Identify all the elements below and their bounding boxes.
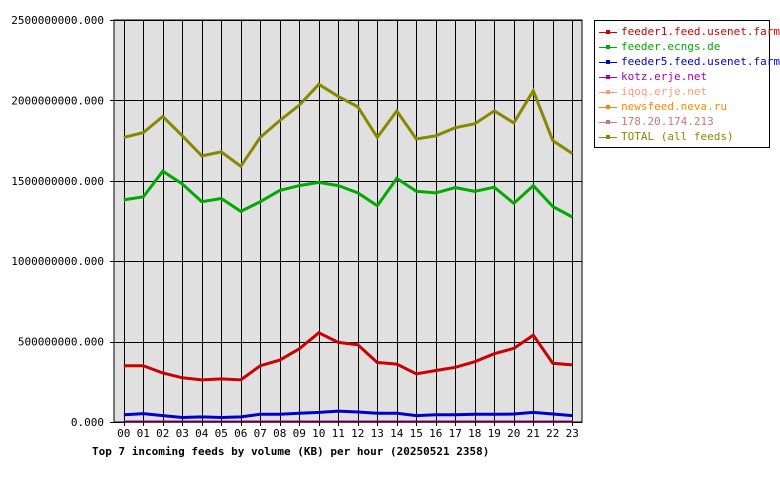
x-tick-label: 06	[234, 427, 247, 440]
legend-label: iqoq.erje.net	[621, 85, 708, 98]
x-tick-label: 01	[137, 427, 150, 440]
legend-marker	[606, 45, 610, 49]
x-tick-label: 22	[546, 427, 559, 440]
legend-marker	[606, 135, 610, 139]
series-line-feeder-ecngs-de	[123, 169, 574, 219]
legend-item: feeder1.feed.usenet.farm	[595, 25, 780, 41]
y-tick-label: 0.000	[71, 416, 104, 429]
x-tick-label: 08	[273, 427, 286, 440]
legend-marker	[606, 75, 610, 79]
legend-label: 178.20.174.213	[621, 115, 714, 128]
x-tick-label: 05	[215, 427, 228, 440]
x-tick-label: 10	[312, 427, 325, 440]
x-tick-label: 16	[429, 427, 442, 440]
legend-label: feeder1.feed.usenet.farm	[621, 25, 780, 38]
x-tick-label: 23	[566, 427, 579, 440]
x-axis-ticks: 00 01 02 03 04 05 06 07 08 09 10 11 12 13 14 15 16 17 18 19…	[117, 422, 579, 440]
y-tick-label: 500000000.000	[18, 336, 104, 349]
legend-item: iqoq.erje.net	[595, 85, 771, 101]
legend-marker	[606, 105, 610, 109]
x-tick-label: 00	[117, 427, 130, 440]
x-tick-label: 07	[254, 427, 267, 440]
y-tick-label: 1500000000.000	[11, 175, 104, 188]
x-tick-label: 19	[488, 427, 501, 440]
x-tick-label: 02	[156, 427, 169, 440]
y-axis-ticks: 0.000 500000000.000 1000000000.000 15000000…	[11, 14, 114, 429]
legend-item: TOTAL (all feeds)	[595, 130, 771, 146]
y-tick-label: 2000000000.000	[11, 94, 104, 107]
legend-label: kotz.erje.net	[621, 70, 708, 83]
x-tick-label: 11	[332, 427, 345, 440]
plot-background	[114, 20, 582, 422]
legend-marker	[606, 30, 610, 34]
legend-item: feeder5.feed.usenet.farm	[595, 55, 780, 71]
y-tick-label: 2500000000.000	[11, 14, 104, 27]
legend-marker	[606, 120, 610, 124]
legend-label: feeder.ecngs.de	[621, 40, 721, 53]
x-tick-label: 13	[371, 427, 384, 440]
y-tick-label: 1000000000.000	[11, 255, 104, 268]
x-tick-label: 12	[351, 427, 364, 440]
legend-label: TOTAL (all feeds)	[621, 130, 734, 143]
x-tick-label: 21	[527, 427, 540, 440]
x-tick-label: 14	[390, 427, 404, 440]
legend-item: newsfeed.neva.ru	[595, 100, 771, 116]
x-tick-label: 20	[507, 427, 520, 440]
legend-item: kotz.erje.net	[595, 70, 771, 86]
x-tick-label: 18	[468, 427, 481, 440]
series-line-total-all-feeds-	[123, 82, 574, 169]
x-tick-label: 15	[410, 427, 423, 440]
x-tick-label: 17	[449, 427, 462, 440]
legend-item: feeder.ecngs.de	[595, 40, 771, 56]
legend-item: 178.20.174.213	[595, 115, 771, 131]
series-line-feeder5-feed-usenet-farm	[123, 409, 573, 420]
legend: feeder1.feed.usenet.farm feeder.ecngs.de f…	[594, 20, 780, 148]
series-line-feeder1-feed-usenet-farm	[123, 331, 573, 382]
legend-label: feeder5.feed.usenet.farm	[621, 55, 780, 68]
x-tick-label: 04	[195, 427, 209, 440]
legend-marker	[606, 90, 610, 94]
legend-marker	[606, 60, 610, 64]
plot-frame	[113, 19, 583, 423]
legend-label: newsfeed.neva.ru	[621, 100, 727, 113]
x-tick-label: 09	[293, 427, 306, 440]
chart-title: Top 7 incoming feeds by volume (KB) per …	[92, 445, 490, 458]
x-tick-label: 03	[176, 427, 189, 440]
